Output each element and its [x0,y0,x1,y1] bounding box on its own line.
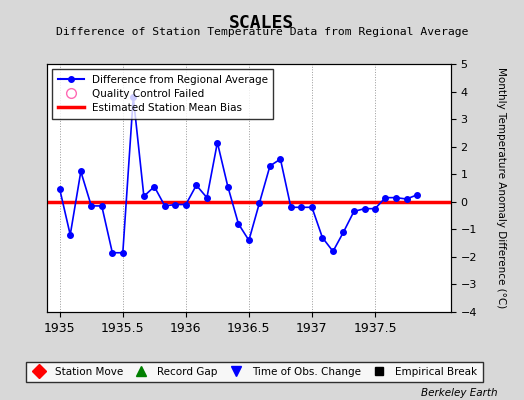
Y-axis label: Monthly Temperature Anomaly Difference (°C): Monthly Temperature Anomaly Difference (… [496,67,506,309]
Text: Difference of Station Temperature Data from Regional Average: Difference of Station Temperature Data f… [56,27,468,37]
Text: Berkeley Earth: Berkeley Earth [421,388,498,398]
Text: SCALES: SCALES [230,14,294,32]
Legend: Difference from Regional Average, Quality Control Failed, Estimated Station Mean: Difference from Regional Average, Qualit… [52,69,273,119]
Legend: Station Move, Record Gap, Time of Obs. Change, Empirical Break: Station Move, Record Gap, Time of Obs. C… [26,362,483,382]
